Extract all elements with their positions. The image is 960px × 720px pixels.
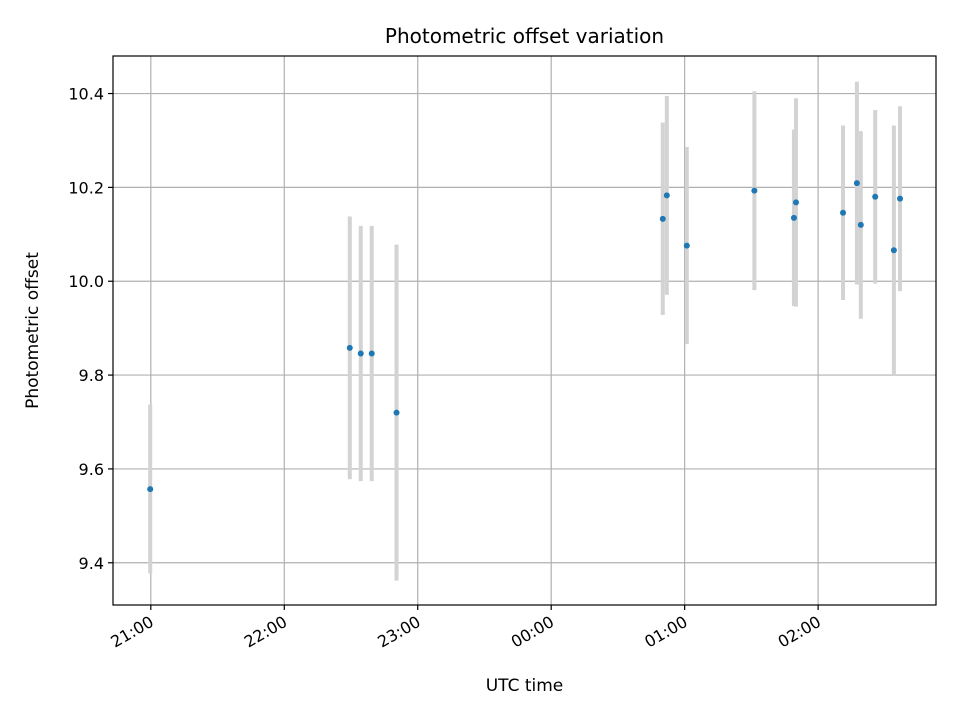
data-point [790, 214, 797, 221]
data-point [751, 187, 758, 194]
x-axis-title: UTC time [486, 676, 564, 696]
y-tick-label: 10.0 [68, 272, 104, 291]
chart-title: Photometric offset variation [385, 24, 664, 48]
data-point [663, 192, 670, 199]
y-tick-label: 10.4 [68, 85, 104, 104]
data-point [346, 344, 353, 351]
data-point [890, 247, 897, 254]
data-point [792, 199, 799, 206]
data-point [683, 242, 690, 249]
data-point [393, 409, 400, 416]
data-points [147, 180, 904, 493]
data-point [147, 486, 154, 493]
y-tick-label: 9.6 [79, 460, 104, 479]
plot-area-frame [112, 55, 937, 606]
data-point [853, 180, 860, 187]
data-point [872, 193, 879, 200]
data-point [368, 350, 375, 357]
data-point [357, 350, 364, 357]
grid [113, 56, 936, 605]
y-tick-label: 9.4 [79, 554, 104, 573]
data-point [840, 209, 847, 216]
data-point [659, 215, 666, 222]
y-axis-title: Photometric offset [23, 252, 43, 409]
y-tick-label: 10.2 [68, 178, 104, 197]
y-tick-label: 9.8 [79, 366, 104, 385]
data-point [897, 195, 904, 202]
data-point [857, 221, 864, 228]
